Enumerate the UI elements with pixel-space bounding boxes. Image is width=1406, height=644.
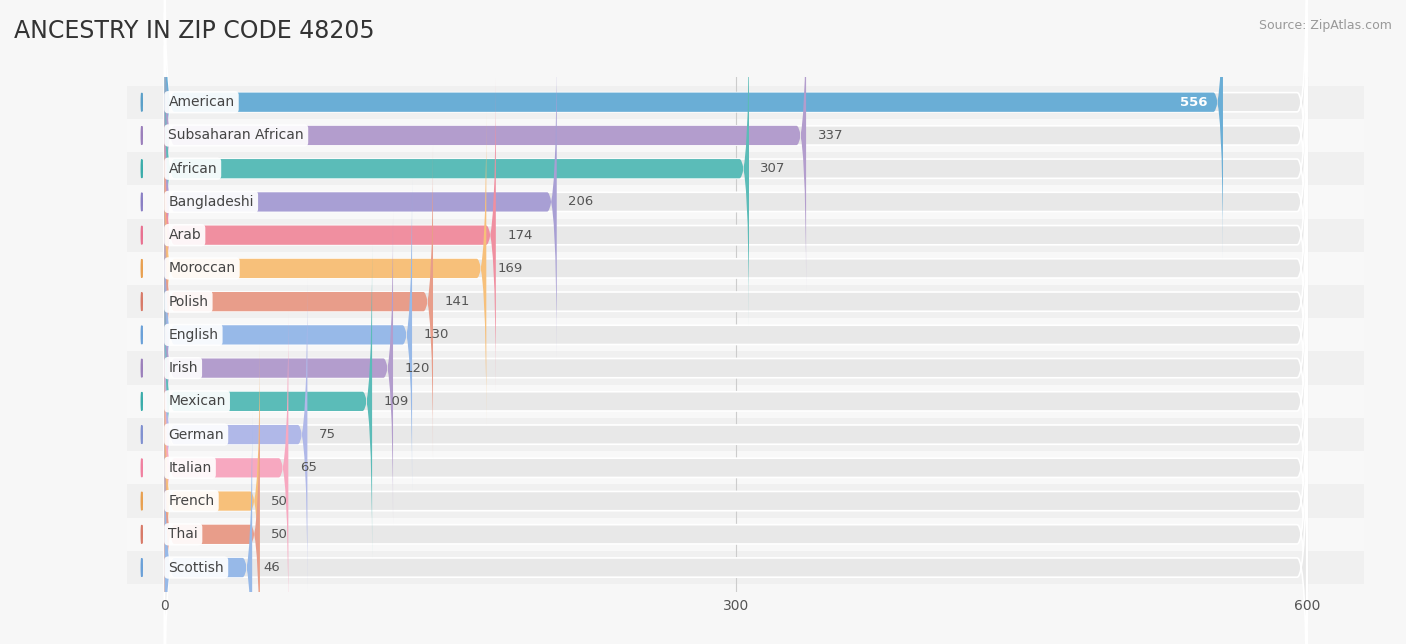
FancyBboxPatch shape	[165, 12, 749, 325]
Text: 50: 50	[271, 528, 288, 541]
FancyBboxPatch shape	[165, 311, 1306, 625]
Bar	[127, 86, 1364, 119]
Text: Thai: Thai	[169, 527, 198, 542]
Text: 109: 109	[384, 395, 409, 408]
FancyBboxPatch shape	[165, 45, 1306, 359]
Bar	[127, 418, 1364, 451]
FancyBboxPatch shape	[165, 0, 1306, 259]
FancyBboxPatch shape	[165, 79, 496, 392]
Text: 75: 75	[319, 428, 336, 441]
FancyBboxPatch shape	[165, 411, 1306, 644]
Text: 174: 174	[508, 229, 533, 242]
Text: African: African	[169, 162, 217, 176]
Bar	[127, 518, 1364, 551]
FancyBboxPatch shape	[165, 278, 1306, 591]
Text: 337: 337	[817, 129, 844, 142]
FancyBboxPatch shape	[165, 0, 1223, 259]
FancyBboxPatch shape	[165, 245, 373, 558]
Text: 46: 46	[263, 561, 280, 574]
FancyBboxPatch shape	[165, 145, 1306, 458]
Bar	[127, 352, 1364, 384]
Text: Polish: Polish	[169, 295, 208, 308]
Bar	[127, 451, 1364, 484]
FancyBboxPatch shape	[165, 378, 1306, 644]
Text: Moroccan: Moroccan	[169, 261, 236, 276]
Text: Mexican: Mexican	[169, 394, 226, 408]
FancyBboxPatch shape	[165, 0, 1306, 292]
Text: Bangladeshi: Bangladeshi	[169, 195, 254, 209]
Text: French: French	[169, 494, 215, 508]
FancyBboxPatch shape	[165, 212, 394, 525]
FancyBboxPatch shape	[165, 245, 1306, 558]
FancyBboxPatch shape	[165, 45, 557, 359]
Text: 206: 206	[568, 195, 593, 209]
FancyBboxPatch shape	[165, 12, 1306, 325]
FancyBboxPatch shape	[165, 378, 260, 644]
FancyBboxPatch shape	[165, 145, 433, 458]
FancyBboxPatch shape	[165, 178, 412, 491]
Text: Scottish: Scottish	[169, 560, 224, 574]
Text: ANCESTRY IN ZIP CODE 48205: ANCESTRY IN ZIP CODE 48205	[14, 19, 374, 43]
Bar	[127, 484, 1364, 518]
FancyBboxPatch shape	[165, 345, 260, 644]
FancyBboxPatch shape	[165, 345, 1306, 644]
FancyBboxPatch shape	[165, 0, 806, 292]
Text: 307: 307	[761, 162, 786, 175]
Text: 120: 120	[405, 362, 430, 375]
Bar	[127, 551, 1364, 584]
Text: 130: 130	[423, 328, 449, 341]
Text: Source: ZipAtlas.com: Source: ZipAtlas.com	[1258, 19, 1392, 32]
Text: Irish: Irish	[169, 361, 198, 375]
Text: 169: 169	[498, 262, 523, 275]
Text: American: American	[169, 95, 235, 109]
Bar	[127, 119, 1364, 152]
FancyBboxPatch shape	[165, 278, 308, 591]
Text: English: English	[169, 328, 218, 342]
Bar	[127, 318, 1364, 352]
FancyBboxPatch shape	[165, 112, 486, 425]
FancyBboxPatch shape	[165, 411, 252, 644]
FancyBboxPatch shape	[165, 112, 1306, 425]
Bar	[127, 185, 1364, 218]
FancyBboxPatch shape	[165, 79, 1306, 392]
Bar	[127, 152, 1364, 185]
Text: 65: 65	[299, 461, 316, 475]
FancyBboxPatch shape	[165, 178, 1306, 491]
FancyBboxPatch shape	[165, 311, 288, 625]
Text: 50: 50	[271, 495, 288, 507]
Bar	[127, 384, 1364, 418]
Bar	[127, 252, 1364, 285]
Text: Subsaharan African: Subsaharan African	[169, 128, 304, 142]
Text: Italian: Italian	[169, 461, 212, 475]
Text: 556: 556	[1180, 96, 1208, 109]
Text: German: German	[169, 428, 224, 442]
Text: Arab: Arab	[169, 228, 201, 242]
Bar	[127, 218, 1364, 252]
Bar	[127, 285, 1364, 318]
FancyBboxPatch shape	[165, 212, 1306, 525]
Text: 141: 141	[444, 295, 470, 308]
